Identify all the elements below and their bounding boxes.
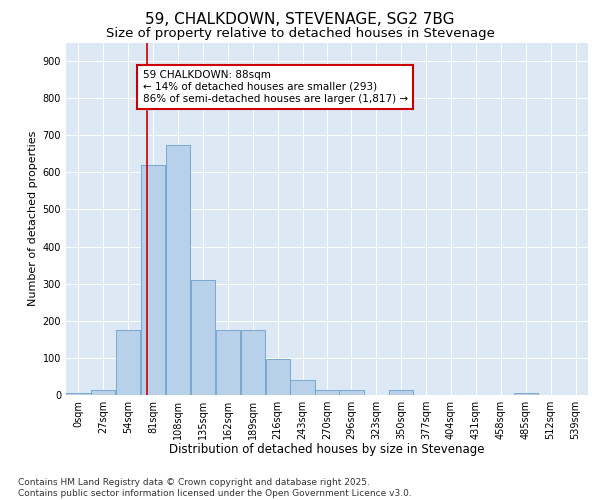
- Bar: [67, 393, 91, 395]
- Text: 59 CHALKDOWN: 88sqm
← 14% of detached houses are smaller (293)
86% of semi-detac: 59 CHALKDOWN: 88sqm ← 14% of detached ho…: [143, 70, 407, 104]
- Text: Size of property relative to detached houses in Stevenage: Size of property relative to detached ho…: [106, 28, 494, 40]
- Bar: [166, 144, 190, 395]
- Bar: [266, 359, 290, 395]
- Text: 59, CHALKDOWN, STEVENAGE, SG2 7BG: 59, CHALKDOWN, STEVENAGE, SG2 7BG: [145, 12, 455, 28]
- Bar: [216, 330, 240, 395]
- Bar: [340, 390, 364, 395]
- Bar: [91, 390, 115, 395]
- Bar: [191, 280, 215, 395]
- Bar: [389, 390, 413, 395]
- Bar: [241, 330, 265, 395]
- Bar: [316, 390, 340, 395]
- Bar: [290, 380, 314, 395]
- Bar: [116, 330, 140, 395]
- Bar: [514, 393, 538, 395]
- X-axis label: Distribution of detached houses by size in Stevenage: Distribution of detached houses by size …: [169, 444, 485, 456]
- Text: Contains HM Land Registry data © Crown copyright and database right 2025.
Contai: Contains HM Land Registry data © Crown c…: [18, 478, 412, 498]
- Bar: [141, 165, 165, 395]
- Y-axis label: Number of detached properties: Number of detached properties: [28, 131, 38, 306]
